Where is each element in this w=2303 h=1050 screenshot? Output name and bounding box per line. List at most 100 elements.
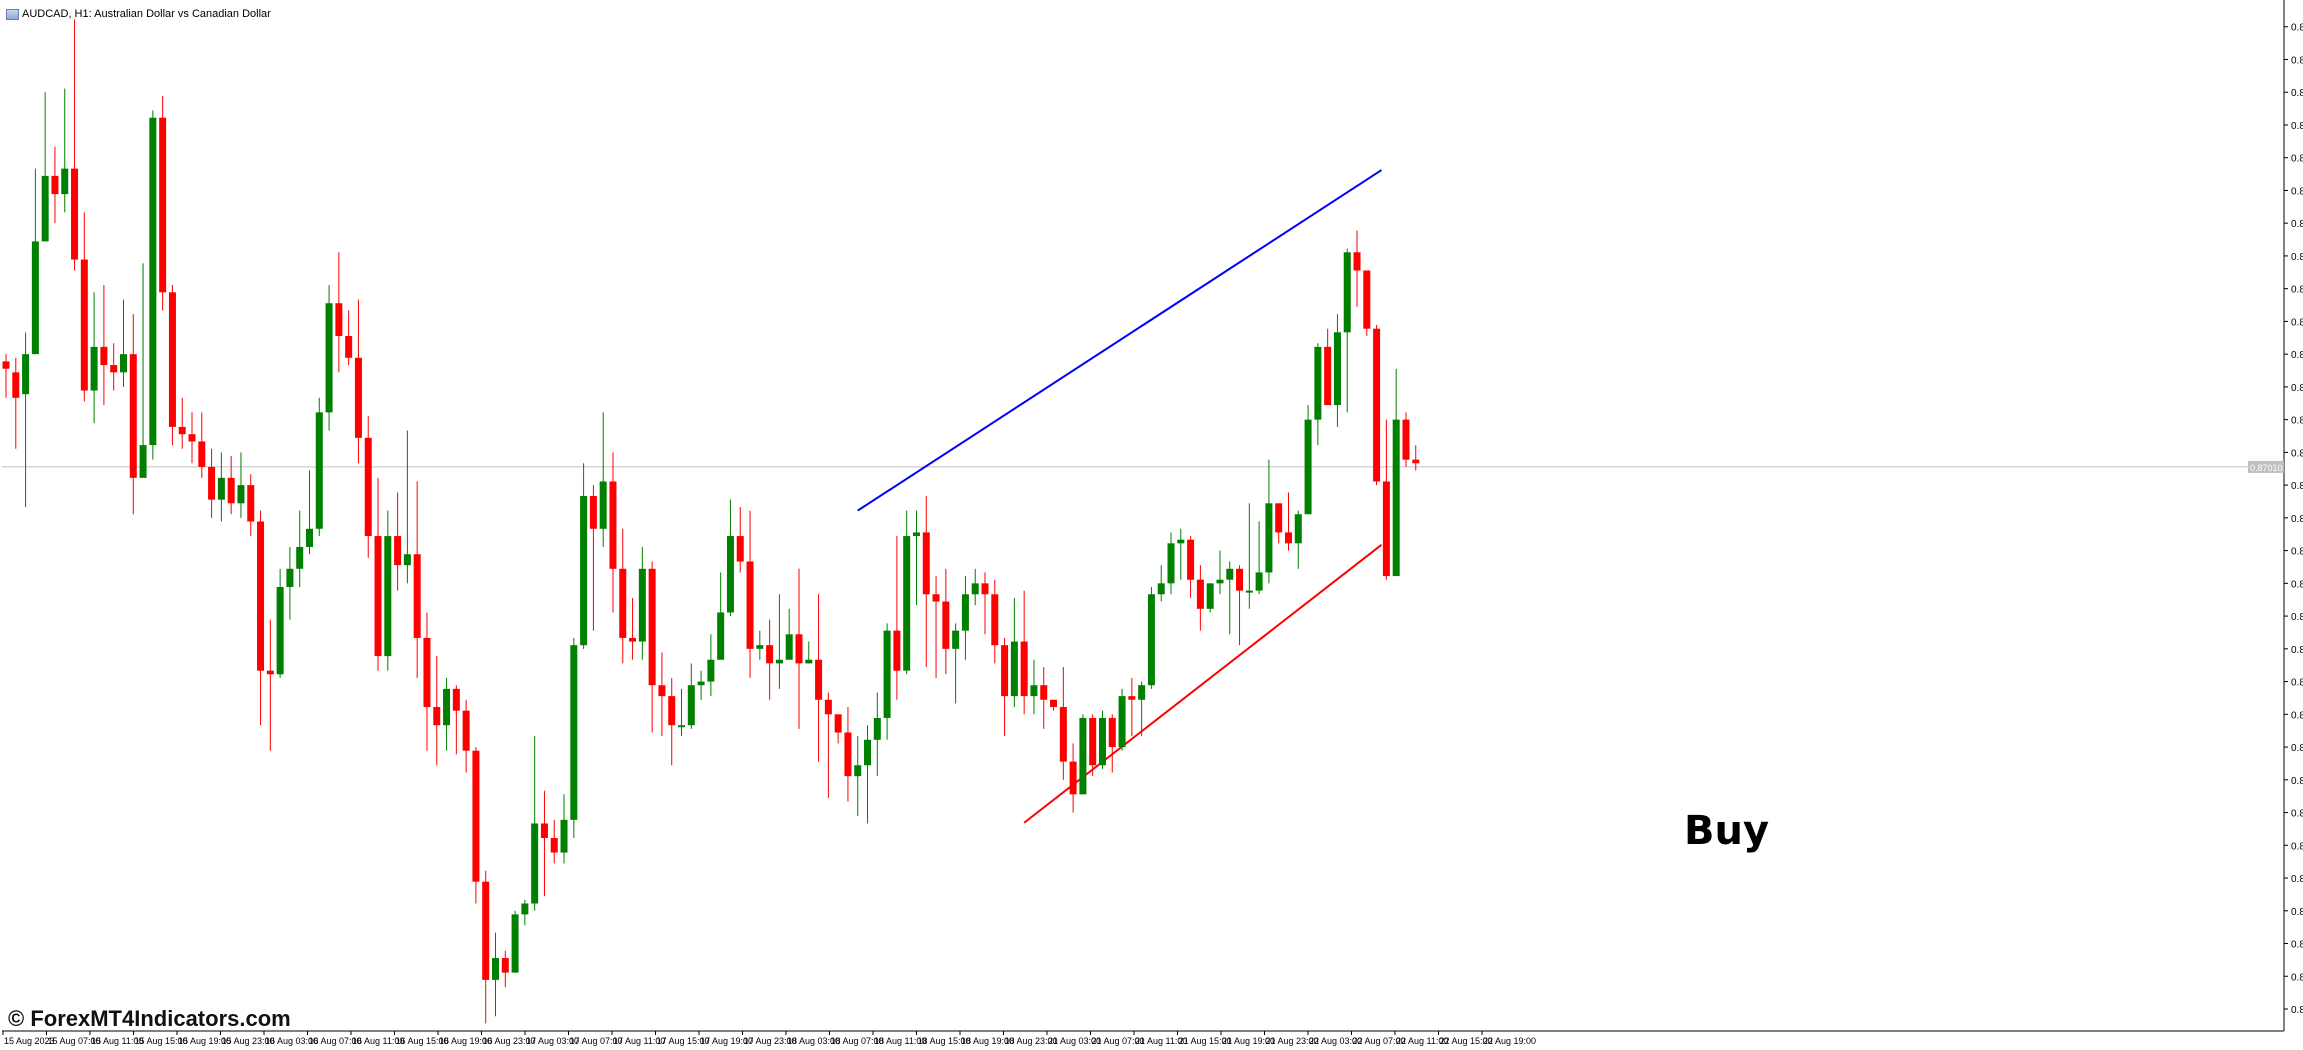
candle-body xyxy=(100,346,108,366)
candle xyxy=(550,819,558,864)
price-tick-label: 0.87030 xyxy=(2291,448,2303,459)
price-tick-label: 0.86715 xyxy=(2291,678,2303,689)
candle xyxy=(208,448,216,518)
candle-body xyxy=(678,725,686,728)
resistance-trendline[interactable] xyxy=(857,169,1383,512)
candle xyxy=(433,656,441,766)
candle-body xyxy=(276,586,284,675)
candle xyxy=(854,736,862,817)
price-tick-label: 0.86400 xyxy=(2291,907,2303,918)
candle xyxy=(1079,714,1087,795)
candle xyxy=(22,332,30,507)
time-tick-label: 22 Aug 11:00 xyxy=(1396,1036,1448,1046)
candle-body xyxy=(1294,514,1302,544)
candle xyxy=(364,416,372,558)
candle xyxy=(61,88,69,213)
candle xyxy=(726,499,734,617)
candle xyxy=(1089,714,1097,777)
candle xyxy=(619,528,627,664)
time-tick-label: 15 Aug 11:00 xyxy=(91,1036,143,1046)
time-tick-label: 21 Aug 15:00 xyxy=(1179,1036,1232,1046)
candle xyxy=(296,510,304,587)
candle xyxy=(1284,492,1292,551)
candle xyxy=(1314,343,1322,446)
candle-body xyxy=(1402,419,1410,460)
candle-body xyxy=(423,637,431,708)
candle-body xyxy=(726,536,734,613)
candle-body xyxy=(1206,583,1214,609)
candle-body xyxy=(942,601,950,649)
time-tick-label: 16 Aug 07:00 xyxy=(309,1036,362,1046)
candle xyxy=(1382,419,1390,580)
candle-body xyxy=(1089,717,1097,766)
candle-body xyxy=(119,354,127,373)
candle xyxy=(1402,412,1410,467)
candle-body xyxy=(1382,481,1390,577)
candle-body xyxy=(198,441,206,467)
candle xyxy=(237,452,245,518)
candle xyxy=(31,168,39,355)
candle xyxy=(844,707,852,802)
time-tick-label: 17 Aug 11:00 xyxy=(613,1036,665,1046)
candle-body xyxy=(296,546,304,569)
candle-body xyxy=(648,568,656,686)
candle xyxy=(247,474,255,537)
candle-body xyxy=(188,434,196,442)
candle-body xyxy=(580,496,588,646)
candle xyxy=(1177,528,1185,580)
candle xyxy=(2,354,10,398)
candle-body xyxy=(1030,685,1038,697)
candle-body xyxy=(139,445,147,478)
price-tick-label: 0.86310 xyxy=(2291,972,2303,983)
candle-body xyxy=(354,357,362,438)
candle xyxy=(276,568,284,678)
candle xyxy=(384,510,392,671)
candle xyxy=(51,146,59,224)
candle-body xyxy=(785,634,793,660)
candle-body xyxy=(413,554,421,638)
candle-body xyxy=(1020,641,1028,697)
price-tick-label: 0.87210 xyxy=(2291,317,2303,328)
time-tick-label: 18 Aug 07:00 xyxy=(831,1036,884,1046)
candle xyxy=(1118,688,1126,751)
candle xyxy=(775,594,783,689)
candle-body xyxy=(952,630,960,649)
time-tick-label: 15 Aug 07:00 xyxy=(48,1036,101,1046)
candle xyxy=(864,725,872,824)
candle xyxy=(1040,667,1048,729)
candle xyxy=(413,481,421,678)
time-tick-label: 18 Aug 11:00 xyxy=(874,1036,926,1046)
time-tick-label: 17 Aug 23:00 xyxy=(744,1036,797,1046)
candle xyxy=(188,412,196,464)
candle-body xyxy=(257,521,265,671)
candle-body xyxy=(1265,503,1273,573)
candle-body xyxy=(472,750,480,882)
candle xyxy=(540,790,548,897)
watermark: © ForexMT4Indicators.com xyxy=(8,1006,291,1031)
candle-body xyxy=(550,838,558,853)
candle-body xyxy=(1245,590,1253,593)
candle xyxy=(1167,532,1175,595)
candle xyxy=(80,212,88,402)
candle-body xyxy=(168,292,176,427)
time-tick-label: 21 Aug 07:00 xyxy=(1092,1036,1145,1046)
chart-title: AUDCAD, H1: Australian Dollar vs Canadia… xyxy=(22,8,271,20)
price-axis[interactable]: 0.87615 0.87570 0.87525 0.87480 0.87435 0.873… xyxy=(2248,0,2303,1031)
time-tick-label: 22 Aug 15:00 xyxy=(1440,1036,1493,1046)
candle-body xyxy=(1373,328,1381,482)
candle xyxy=(834,714,842,744)
candle-body xyxy=(227,477,235,504)
candle xyxy=(315,397,323,537)
candle-body xyxy=(1314,346,1322,420)
candle-body xyxy=(1333,332,1341,406)
time-tick-label: 16 Aug 03:00 xyxy=(265,1036,318,1046)
candle-body xyxy=(1147,594,1155,686)
candle xyxy=(1363,270,1371,336)
candle xyxy=(168,285,176,446)
time-tick-label: 21 Aug 23:00 xyxy=(1266,1036,1319,1046)
candle-body xyxy=(824,699,832,715)
candle-body xyxy=(991,594,999,646)
